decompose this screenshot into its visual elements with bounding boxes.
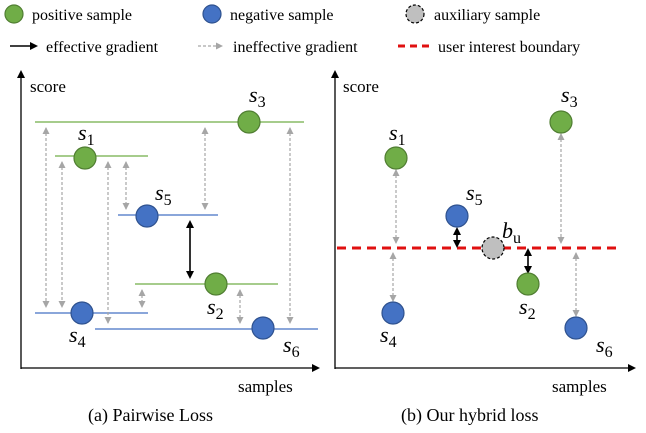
sample-b-s4	[381, 301, 405, 325]
label-s3: s3	[249, 82, 266, 111]
label-s4: s4	[69, 322, 86, 351]
legend-auxiliary-label: auxiliary sample	[434, 7, 540, 24]
panel-b-ylabel: score	[343, 77, 379, 96]
label-s6: s6	[283, 332, 300, 361]
panel-b-caption: (b) Our hybrid loss	[401, 405, 539, 426]
legend-negative-label: negative sample	[230, 7, 334, 24]
label-b-s1: s1	[389, 120, 406, 149]
label-b-s6: s6	[596, 332, 613, 361]
sample-s5	[135, 204, 159, 228]
legend-positive-marker	[4, 4, 24, 24]
sample-s6	[251, 316, 275, 340]
panel-a-xlabel: samples	[238, 377, 293, 396]
label-b-aux: bu	[502, 218, 521, 247]
panel-a: score samples s1 s3 s5	[17, 70, 320, 426]
sample-b-s5	[445, 204, 469, 228]
sample-s3	[237, 110, 261, 134]
legend-ineffective-label: ineffective gradient	[233, 39, 358, 56]
panel-a-caption: (a) Pairwise Loss	[88, 405, 213, 426]
label-s5: s5	[155, 180, 172, 209]
legend-effective-label: effective gradient	[46, 39, 159, 56]
label-s1: s1	[78, 120, 95, 149]
label-b-s3: s3	[561, 82, 578, 111]
sample-s2	[204, 272, 228, 296]
label-b-s4: s4	[380, 322, 397, 351]
label-b-s5: s5	[466, 180, 483, 209]
panel-b-xlabel: samples	[552, 377, 607, 396]
panel-a-ylabel: score	[30, 77, 66, 96]
sample-b-s3	[549, 110, 573, 134]
legend-boundary-label: user interest boundary	[438, 39, 580, 56]
legend-auxiliary-marker	[405, 4, 425, 24]
label-b-s2: s2	[519, 294, 536, 323]
sample-b-aux	[481, 236, 505, 260]
legend-negative-marker	[202, 4, 222, 24]
sample-b-s6	[564, 316, 588, 340]
sample-s1	[73, 146, 97, 170]
sample-s4	[70, 301, 94, 325]
label-s2: s2	[207, 294, 224, 323]
legend: positive sample negative sample auxiliar…	[4, 4, 580, 56]
sample-b-s2	[516, 272, 540, 296]
sample-b-s1	[384, 146, 408, 170]
panel-b: score samples s1 s3 s5 bu s2 s4 s6 (b) O…	[331, 70, 636, 426]
legend-positive-label: positive sample	[32, 7, 132, 24]
